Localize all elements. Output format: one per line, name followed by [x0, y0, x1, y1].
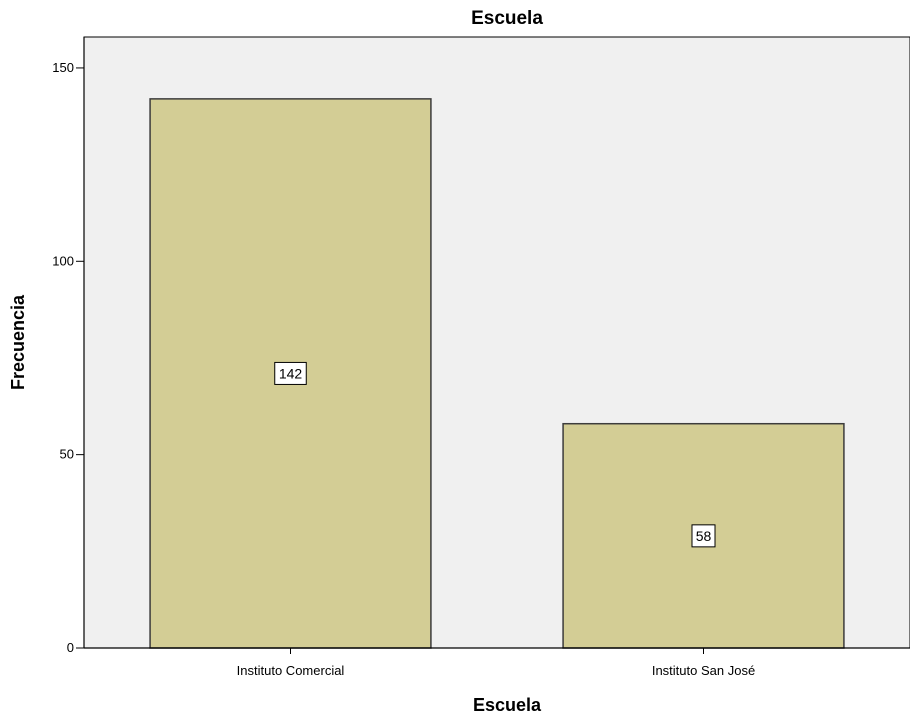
x-tick-label-2: Instituto San José — [652, 663, 755, 678]
y-tick-label-2: 50 — [60, 447, 74, 462]
data-labels-layer: 142 58 — [274, 361, 716, 548]
data-label-1: 142 — [279, 365, 303, 381]
y-tick-label-1: 0 — [67, 640, 74, 655]
y-tick-label-3: 100 — [52, 253, 74, 268]
x-tick-label-1: Instituto Comercial — [237, 663, 345, 678]
data-label-box-2 — [691, 524, 716, 548]
data-label-box-1 — [274, 361, 307, 385]
chart-title: Escuela — [471, 8, 543, 29]
x-axis-title: Escuela — [473, 695, 542, 715]
data-label-2: 58 — [696, 528, 712, 544]
y-axis-title: Frecuencia — [8, 294, 28, 390]
y-tick-label-4: 150 — [52, 60, 74, 75]
axes-layer: Instituto Comercial Instituto San José 0 50… — [52, 37, 910, 678]
